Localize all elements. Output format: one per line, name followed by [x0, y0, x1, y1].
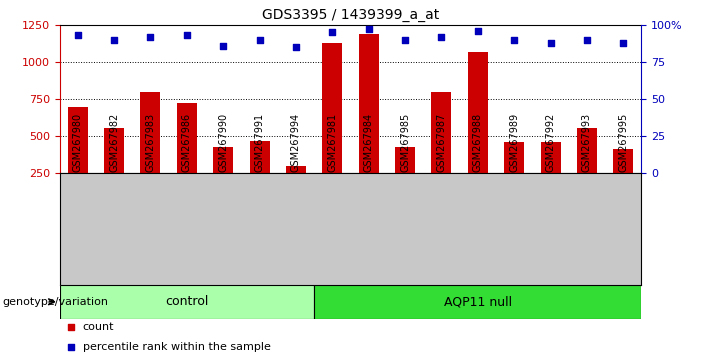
Point: [327, 29, 338, 35]
Title: GDS3395 / 1439399_a_at: GDS3395 / 1439399_a_at: [262, 8, 439, 22]
Bar: [250, 141, 270, 211]
Bar: [468, 52, 488, 211]
Text: genotype/variation: genotype/variation: [2, 297, 108, 307]
Point: [109, 37, 120, 42]
Point: [400, 37, 411, 42]
Bar: [504, 142, 524, 211]
Bar: [359, 34, 379, 211]
Bar: [140, 92, 161, 211]
Bar: [60, 285, 314, 319]
Bar: [286, 166, 306, 211]
Text: control: control: [165, 295, 209, 308]
Point: [508, 37, 519, 42]
Point: [436, 34, 447, 40]
Point: [472, 28, 484, 34]
Bar: [68, 107, 88, 211]
Point: [72, 32, 83, 38]
Text: percentile rank within the sample: percentile rank within the sample: [83, 342, 271, 352]
Text: count: count: [83, 322, 114, 332]
Point: [145, 34, 156, 40]
Bar: [613, 149, 633, 211]
Point: [363, 27, 374, 32]
Text: AQP11 null: AQP11 null: [444, 295, 512, 308]
Point: [66, 344, 77, 350]
Point: [182, 32, 193, 38]
Point: [290, 44, 301, 50]
Point: [66, 325, 77, 330]
Point: [254, 37, 265, 42]
Bar: [540, 142, 561, 211]
Point: [217, 43, 229, 48]
Bar: [431, 92, 451, 211]
Bar: [395, 147, 415, 211]
Bar: [213, 147, 233, 211]
Point: [545, 40, 556, 45]
Bar: [177, 103, 197, 211]
Bar: [104, 128, 124, 211]
Bar: [322, 42, 342, 211]
Point: [618, 40, 629, 45]
Point: [581, 37, 592, 42]
Bar: [314, 285, 641, 319]
Bar: [577, 128, 597, 211]
